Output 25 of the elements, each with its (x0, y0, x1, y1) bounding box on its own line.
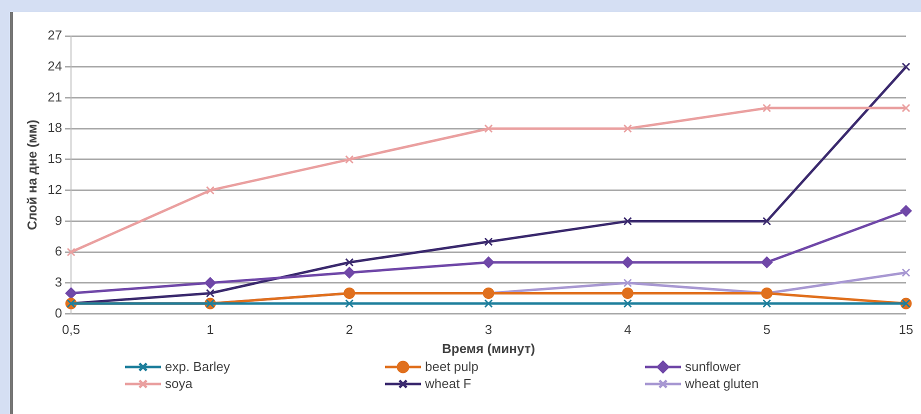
x-tick-label: 15 (898, 322, 914, 338)
x-axis-title: Время (минут) (442, 340, 536, 356)
x-tick-label: 3 (484, 322, 492, 338)
y-tick-label: 0 (54, 305, 62, 320)
x-tick-label: 1 (206, 322, 214, 338)
y-tick-label: 3 (54, 274, 62, 290)
legend-label: beet pulp (425, 359, 478, 374)
legend-label: wheat F (425, 376, 472, 391)
y-tick-label: 9 (54, 212, 62, 228)
y-tick-label: 18 (48, 120, 62, 136)
legend-label: sunflower (685, 359, 741, 374)
y-tick-label: 12 (48, 182, 62, 197)
x-tick-label: 4 (624, 322, 632, 338)
legend-label: wheat gluten (685, 376, 759, 391)
x-tick-label: 0,5 (62, 322, 80, 338)
y-axis-title: Слой на дне (мм) (24, 120, 40, 230)
y-tick-label: 27 (48, 28, 62, 43)
x-tick-label: 5 (763, 322, 770, 338)
y-tick-label: 6 (54, 244, 62, 259)
x-tick-label: 2 (346, 322, 353, 338)
legend-label: soya (165, 376, 192, 391)
y-tick-label: 15 (48, 151, 62, 166)
legend-label: exp. Barley (165, 359, 230, 374)
y-tick-label: 21 (48, 89, 62, 104)
y-tick-label: 24 (48, 58, 62, 74)
